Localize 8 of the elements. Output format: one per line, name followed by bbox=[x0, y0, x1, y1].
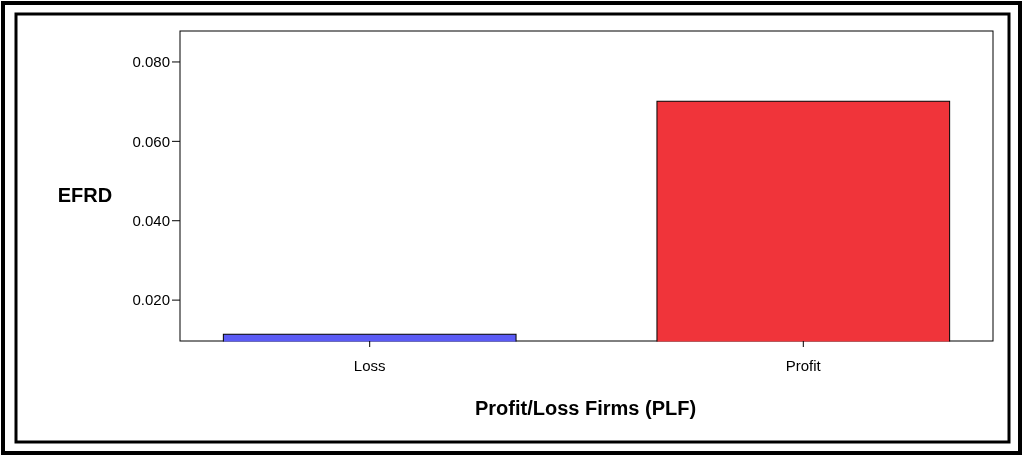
x-tick-label: Profit bbox=[785, 357, 822, 375]
y-tick-label: 0.060 bbox=[132, 132, 170, 150]
y-tick-label: 0.040 bbox=[132, 211, 170, 229]
y-tick-label: 0.020 bbox=[132, 291, 170, 309]
y-tick-label: 0.080 bbox=[132, 53, 170, 71]
x-tick-label: Loss bbox=[353, 357, 386, 375]
x-axis-title: Profit/Loss Firms (PLF) bbox=[474, 397, 697, 419]
y-axis-title: EFRD bbox=[57, 184, 113, 206]
